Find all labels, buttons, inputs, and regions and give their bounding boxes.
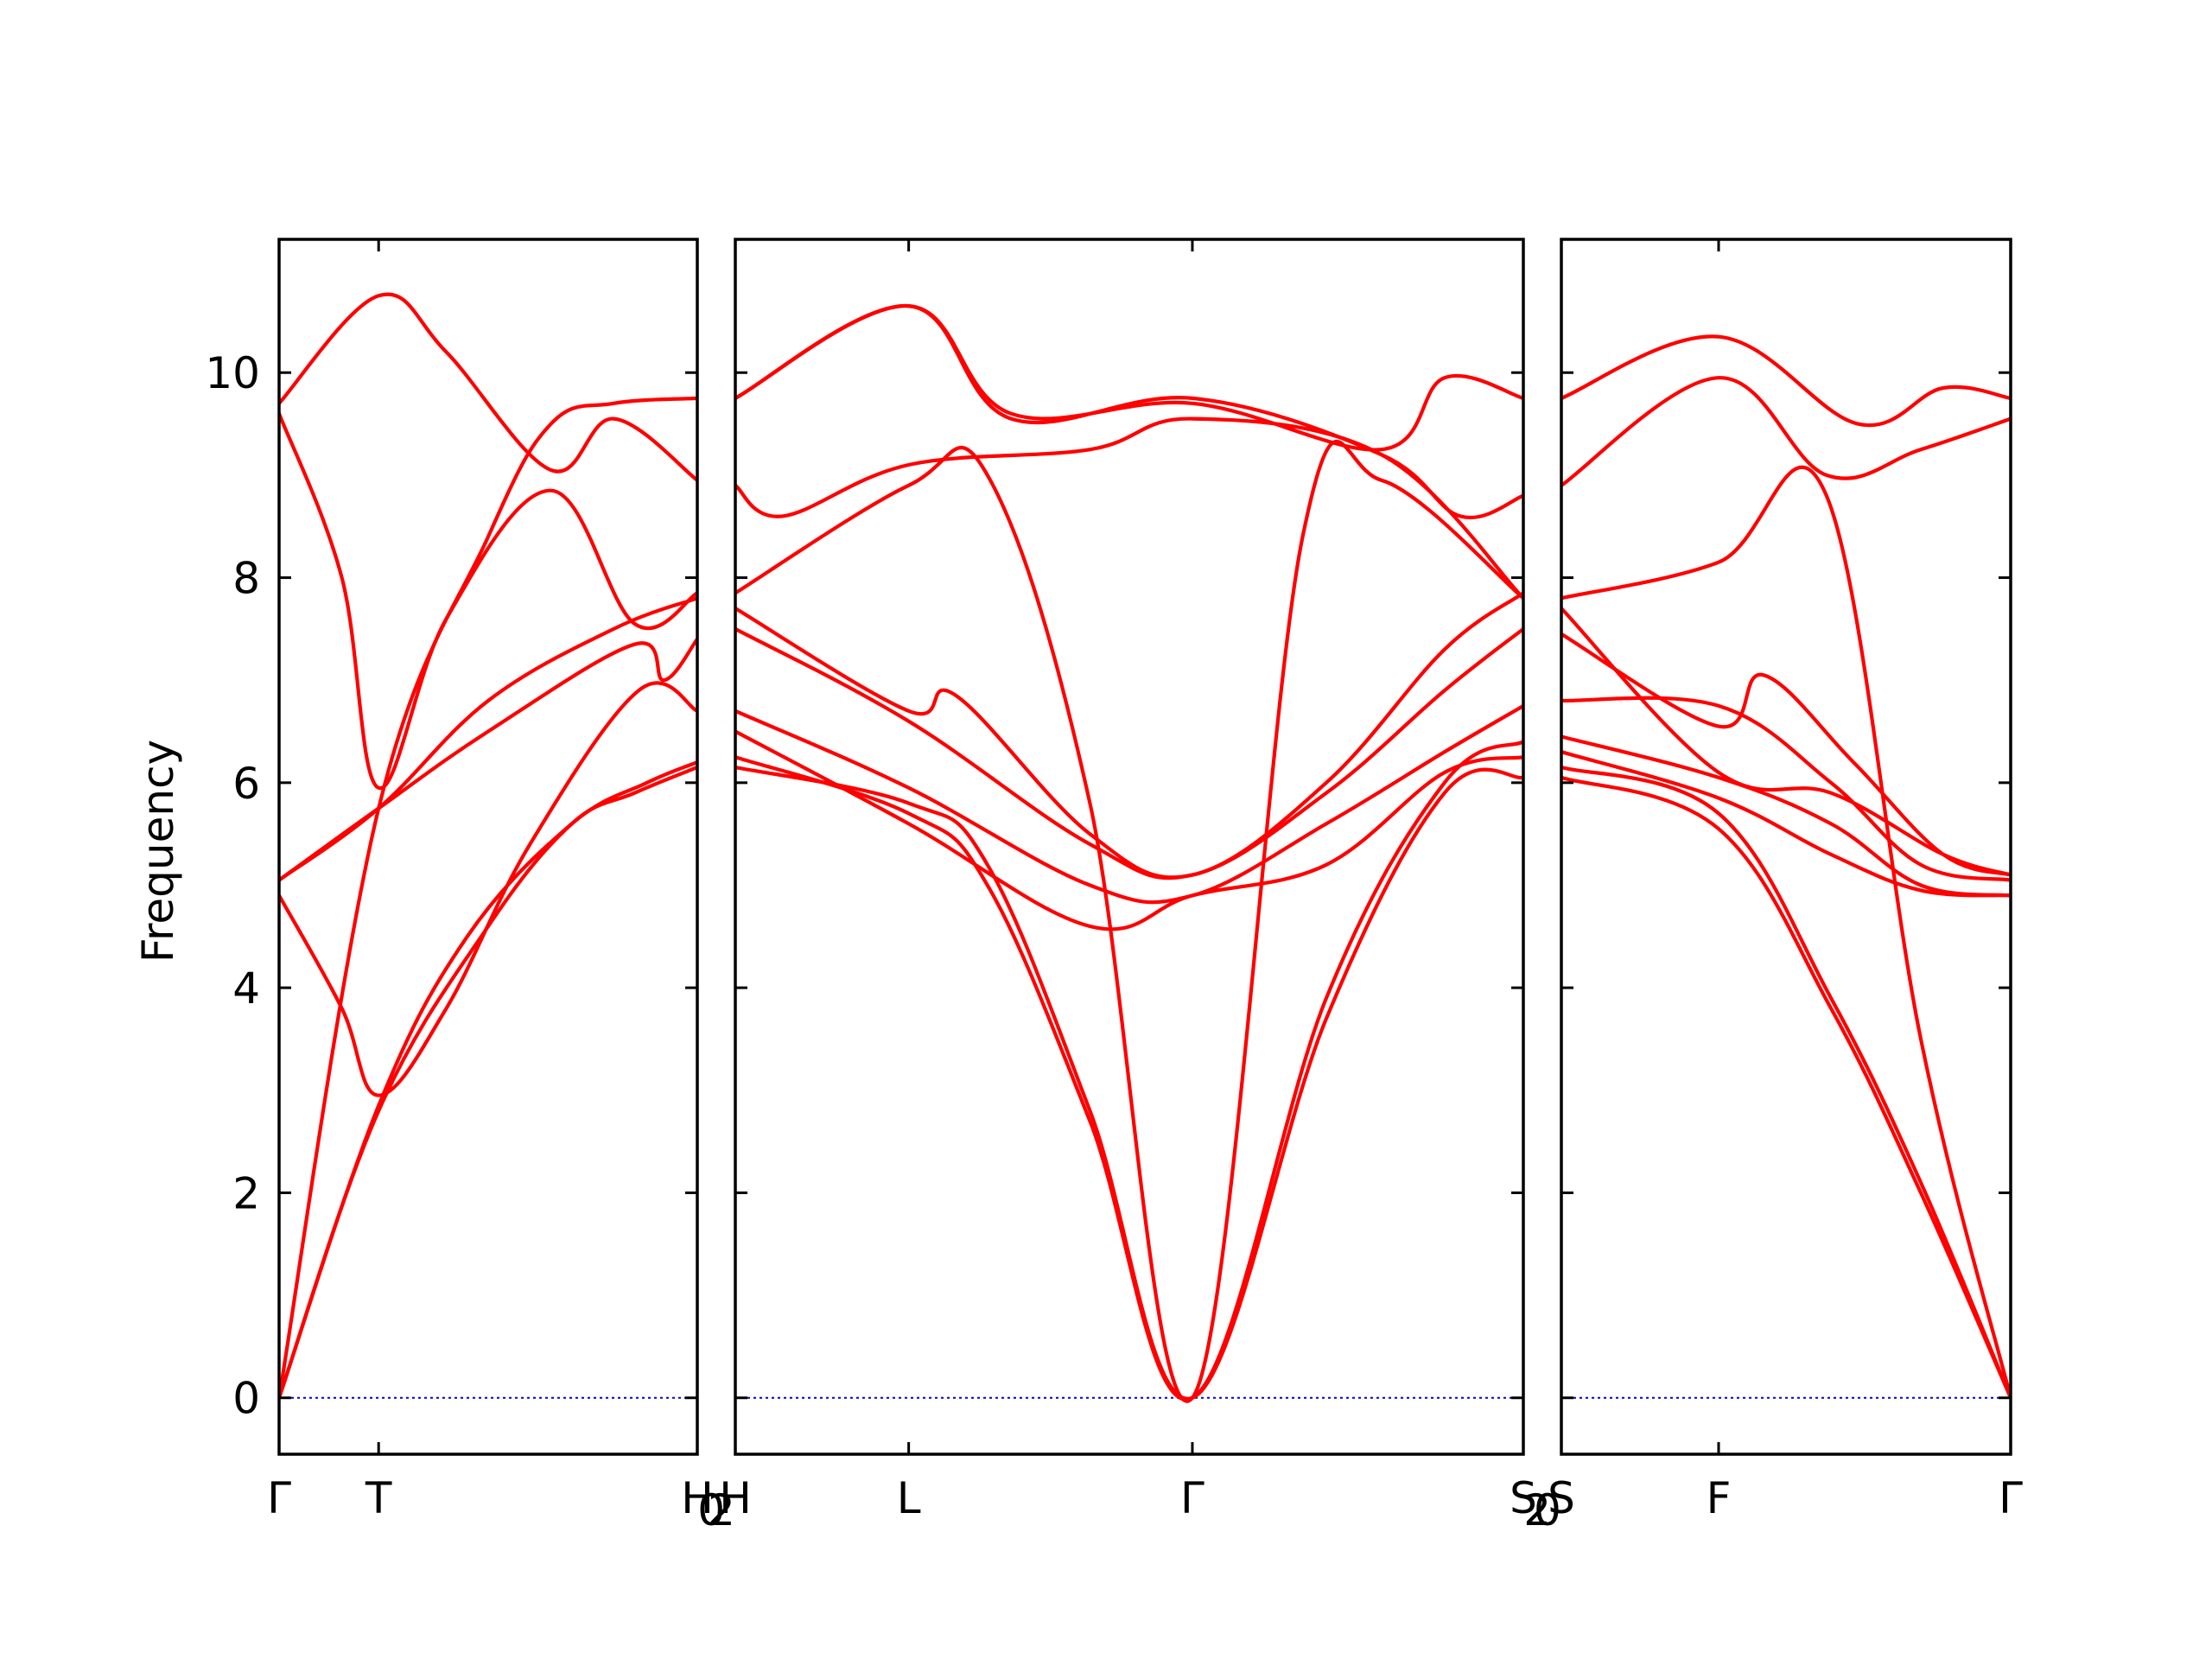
x-tick-label: S	[1510, 1473, 1537, 1523]
edge-subscript-label: 0	[697, 1485, 725, 1535]
band-line-1	[279, 765, 697, 1400]
band-line-2	[279, 760, 697, 1400]
band-line-8	[735, 416, 1523, 601]
panel-frame	[1560, 238, 2012, 1456]
band-line-6	[279, 596, 697, 882]
band-line-3	[735, 729, 1523, 931]
y-tick-label: 0	[232, 1374, 260, 1424]
y-tick-label: 10	[205, 348, 260, 398]
y-tick-label: 2	[232, 1168, 260, 1218]
y-tick-label: 4	[232, 963, 260, 1014]
band-line-3	[1561, 750, 2011, 898]
band-line-4	[735, 703, 1523, 905]
band-line-1	[1561, 775, 2011, 1400]
x-tick-label: T	[365, 1473, 392, 1523]
x-tick-label: L	[897, 1473, 921, 1523]
panel-frame	[277, 238, 699, 1456]
x-tick-label: H	[719, 1473, 752, 1523]
panel-3: S F Γ 2	[1523, 238, 2023, 1535]
band-line-6	[735, 591, 1523, 880]
edge-subscript-label: 2	[708, 1485, 735, 1535]
band-line-4	[1561, 734, 2011, 898]
x-tick-label: Γ	[1999, 1473, 2023, 1523]
x-tick-label: H	[681, 1473, 714, 1523]
x-tick-label: F	[1707, 1473, 1732, 1523]
y-tick-label: 6	[232, 759, 260, 809]
x-tick-label: Γ	[1180, 1473, 1205, 1523]
band-line-10	[735, 303, 1523, 452]
x-tick-label: Γ	[267, 1473, 291, 1523]
edge-subscript-label: 0	[1534, 1485, 1561, 1535]
band-line-10	[1561, 334, 2011, 428]
band-line-9	[1561, 376, 2011, 487]
band-line-4	[279, 681, 697, 1097]
band-line-7	[1561, 607, 2011, 877]
edge-subscript-label: 2	[1523, 1485, 1551, 1535]
band-line-2	[735, 740, 1523, 1402]
x-tick-label: S	[1548, 1473, 1575, 1523]
band-line-7	[279, 411, 697, 790]
band-line-8	[279, 292, 697, 482]
panel-2: H L Γ S00	[697, 238, 1561, 1535]
band-line-5	[1561, 696, 2011, 882]
band-line-8	[1561, 465, 2011, 1400]
band-line-2	[1561, 765, 2011, 1400]
panel-frame	[734, 238, 1525, 1456]
band-line-5	[279, 637, 697, 882]
y-axis-label: Frequency	[133, 740, 183, 963]
y-tick-label: 8	[232, 554, 260, 604]
